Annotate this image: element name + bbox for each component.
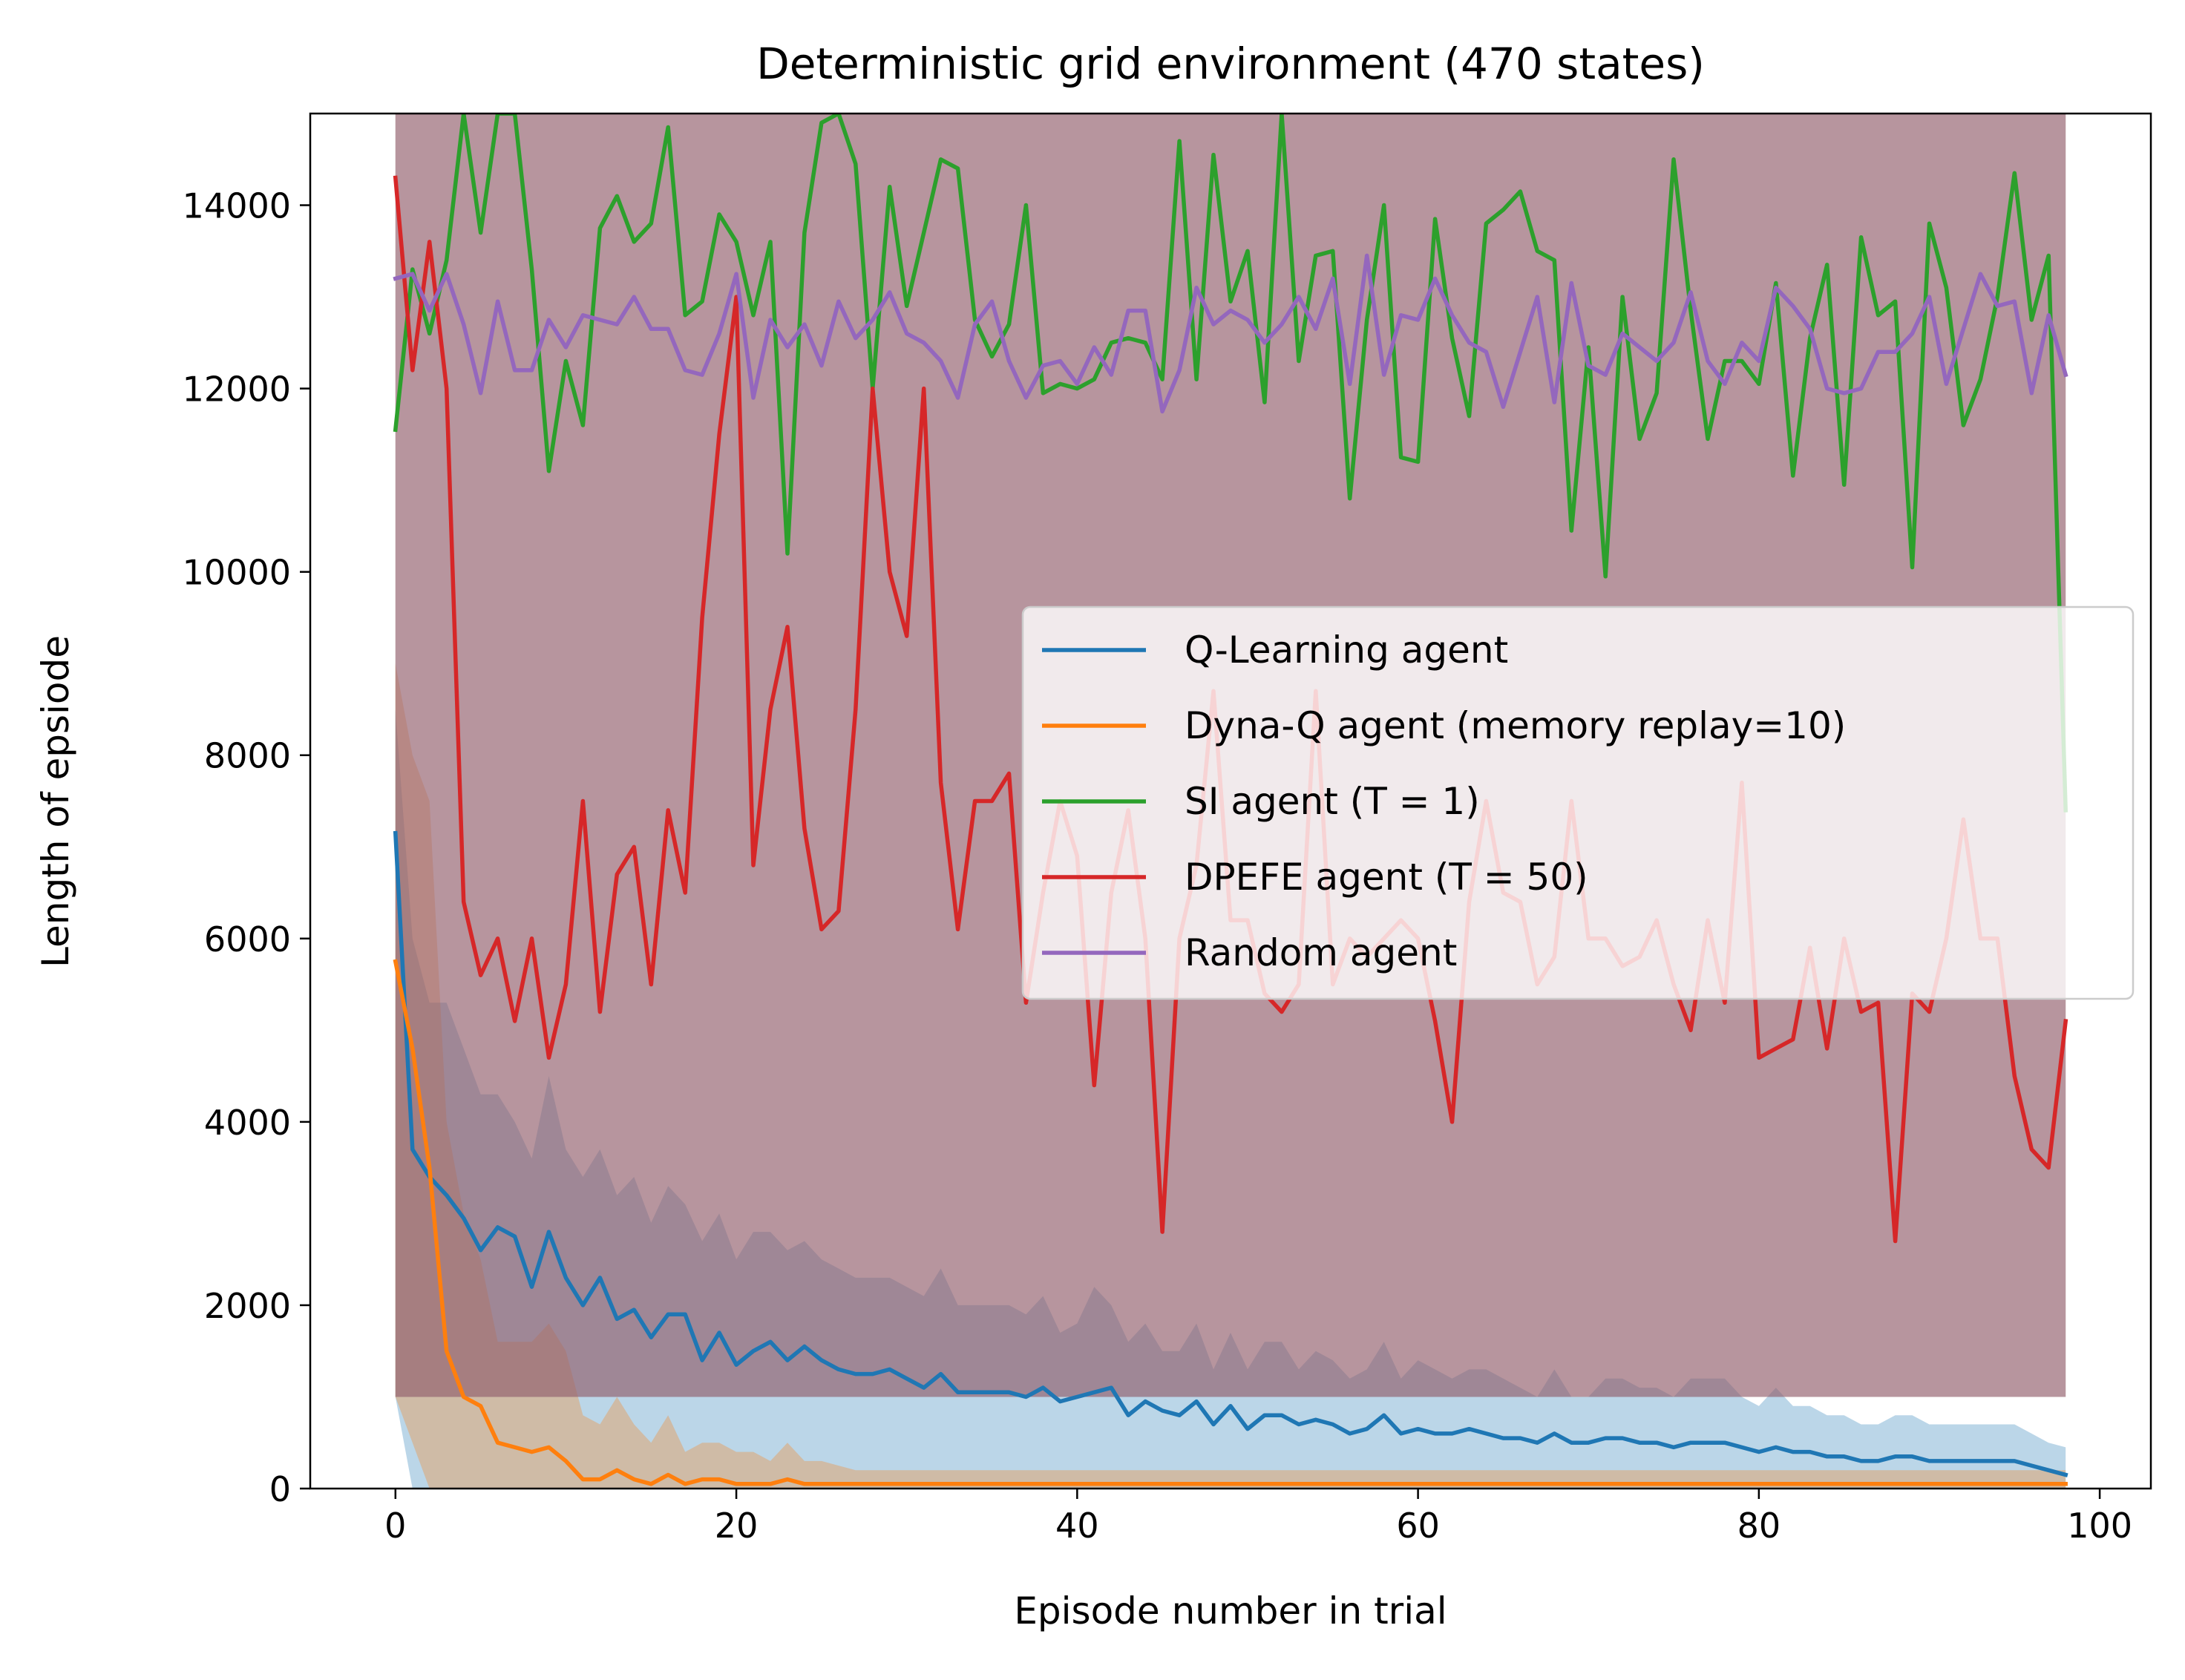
plot-frame bbox=[309, 112, 2152, 1490]
y-tick-label: 2000 bbox=[204, 1286, 291, 1326]
legend-box bbox=[1021, 606, 2135, 1000]
legend-label: Random agent bbox=[1185, 931, 1457, 974]
x-tick-label: 0 bbox=[384, 1506, 406, 1546]
line-series-2 bbox=[393, 114, 2068, 813]
legend-label: SI agent (T = 1) bbox=[1185, 780, 1480, 823]
line-series-0 bbox=[393, 830, 2068, 1477]
chart-title: Deterministic grid environment (470 stat… bbox=[756, 39, 1705, 89]
legend-label: Q-Learning agent bbox=[1185, 629, 1508, 672]
x-tick-label: 80 bbox=[1737, 1506, 1781, 1546]
legend-label: Dyna-Q agent (memory replay=10) bbox=[1185, 704, 1846, 747]
x-tick-label: 100 bbox=[2067, 1506, 2132, 1546]
line-series-1 bbox=[393, 959, 2068, 1486]
line-series-4 bbox=[393, 253, 2068, 414]
x-tick-label: 40 bbox=[1055, 1506, 1099, 1546]
y-axis-label: Length of epsiode bbox=[34, 635, 77, 968]
x-axis-label: Episode number in trial bbox=[1014, 1589, 1447, 1633]
x-tick-label: 20 bbox=[715, 1506, 759, 1546]
y-tick-label: 0 bbox=[269, 1469, 291, 1509]
y-tick-label: 12000 bbox=[183, 370, 291, 410]
band-series-0 bbox=[395, 709, 2066, 1489]
y-tick-label: 4000 bbox=[204, 1103, 291, 1143]
x-axis: 0 20 40 60 80 100 bbox=[384, 1489, 2132, 1546]
y-tick-label: 8000 bbox=[204, 736, 291, 776]
band-series-1 bbox=[395, 663, 2066, 1489]
x-tick-label: 60 bbox=[1396, 1506, 1440, 1546]
y-tick-label: 6000 bbox=[204, 919, 291, 959]
y-tick-label: 14000 bbox=[183, 186, 291, 226]
y-tick-label: 10000 bbox=[183, 553, 291, 593]
legend-label: DPEFE agent (T = 50) bbox=[1185, 856, 1588, 899]
legend: Q-Learning agent Dyna-Q agent (memory rep… bbox=[1021, 606, 2135, 1000]
y-axis: 0 2000 4000 6000 8000 10000 12000 14000 bbox=[183, 186, 310, 1509]
series-lines bbox=[393, 114, 2068, 1486]
